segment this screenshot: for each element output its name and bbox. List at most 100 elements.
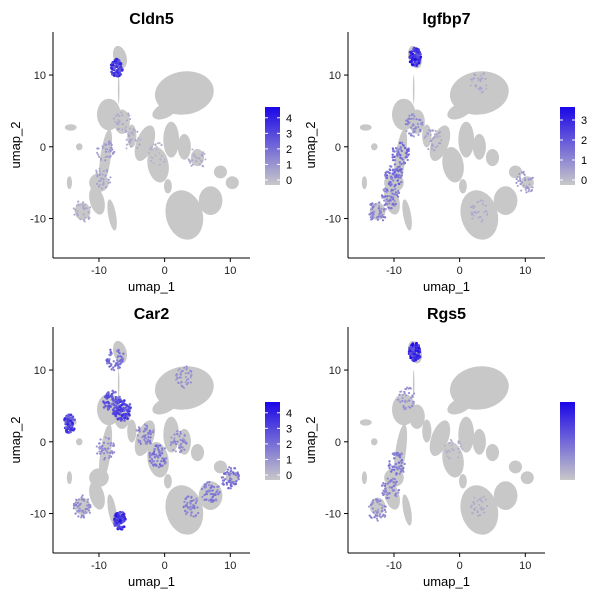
cell-point (160, 144, 163, 147)
cell-point (104, 155, 107, 159)
cell-point (393, 185, 396, 188)
cell-point (109, 442, 113, 445)
cell-point (185, 502, 189, 505)
cell-point (192, 154, 195, 157)
umap-cell-cloud (359, 45, 534, 240)
cell-point (148, 147, 151, 150)
cell-point (401, 469, 404, 472)
cell-point (138, 143, 141, 146)
cell-point (154, 154, 157, 157)
cell-point (113, 519, 117, 523)
cell-cluster (458, 121, 475, 158)
cell-point (380, 484, 384, 487)
cell-point (119, 419, 123, 422)
cell-point (99, 172, 102, 175)
cell-point (177, 369, 180, 372)
cell-point (394, 191, 398, 194)
cell-point (125, 138, 128, 141)
cell-point (86, 500, 89, 504)
cell-point (230, 482, 233, 485)
cell-point (136, 130, 139, 133)
cell-point (179, 432, 182, 435)
cell-point (207, 499, 211, 502)
cell-point (145, 437, 148, 440)
cell-point (87, 503, 90, 506)
cell-point (519, 183, 522, 186)
cell-point (392, 155, 396, 159)
cell-point (143, 436, 146, 439)
cell-point (414, 358, 418, 362)
cell-point (225, 483, 229, 486)
cell-point (194, 156, 197, 159)
cell-point (474, 73, 477, 76)
cell-point (150, 461, 153, 464)
cell-point (390, 165, 393, 168)
cell-point (115, 349, 119, 353)
cell-point (416, 49, 419, 53)
cell-point (413, 354, 417, 358)
cell-cluster (147, 441, 169, 478)
cell-point (136, 434, 139, 437)
cell-point (376, 514, 379, 518)
cell-point (477, 88, 480, 91)
cell-cluster (89, 186, 105, 215)
cell-point (398, 467, 401, 470)
cell-point (81, 203, 84, 206)
cell-point (160, 460, 163, 463)
cell-point (125, 414, 129, 418)
cell-point (102, 452, 106, 455)
cell-point (152, 460, 155, 463)
cell-point (99, 157, 103, 160)
cell-point (118, 352, 121, 355)
cell-point (201, 153, 204, 156)
cell-point (522, 170, 525, 173)
cell-point (209, 498, 212, 502)
cell-point (178, 367, 181, 371)
cell-point (411, 348, 415, 352)
cell-point (434, 129, 437, 132)
cell-point (393, 204, 396, 207)
cell-point (448, 441, 451, 444)
cell-point (95, 171, 98, 174)
cell-point (114, 412, 118, 416)
cell-point (181, 446, 184, 449)
cell-point (149, 442, 152, 445)
cell-point (525, 191, 528, 194)
cell-point (397, 191, 401, 195)
cell-point (401, 143, 405, 147)
cell-point (193, 507, 196, 510)
cell-point (520, 189, 523, 192)
cell-point (87, 211, 90, 214)
cell-point (161, 457, 164, 460)
cell-point (183, 500, 186, 503)
cell-point (371, 507, 374, 510)
cell-point (204, 485, 208, 489)
cell-point (470, 211, 473, 214)
cell-point (184, 510, 187, 513)
x-axis-label: umap_1 (423, 574, 470, 589)
cell-point (107, 402, 111, 405)
cell-point (210, 500, 213, 503)
cell-point (69, 430, 72, 434)
cell-point (88, 509, 91, 512)
cell-point (371, 206, 375, 209)
cell-point (109, 348, 112, 352)
cell-point (383, 508, 387, 512)
cell-point (119, 73, 123, 76)
panel-title: Igfbp7 (423, 11, 471, 28)
cell-point (380, 207, 383, 210)
cell-point (398, 168, 402, 171)
cell-point (387, 206, 390, 209)
cell-point (479, 78, 482, 81)
cell-point (411, 124, 414, 128)
cell-point (387, 481, 391, 484)
cell-cluster (402, 494, 412, 526)
cell-point (191, 163, 194, 166)
cell-point (109, 444, 112, 447)
cell-point (148, 151, 150, 154)
cell-point (107, 391, 110, 394)
cell-point (397, 491, 400, 494)
cell-point (527, 190, 530, 193)
cell-point (109, 150, 112, 153)
cell-point (65, 430, 69, 434)
